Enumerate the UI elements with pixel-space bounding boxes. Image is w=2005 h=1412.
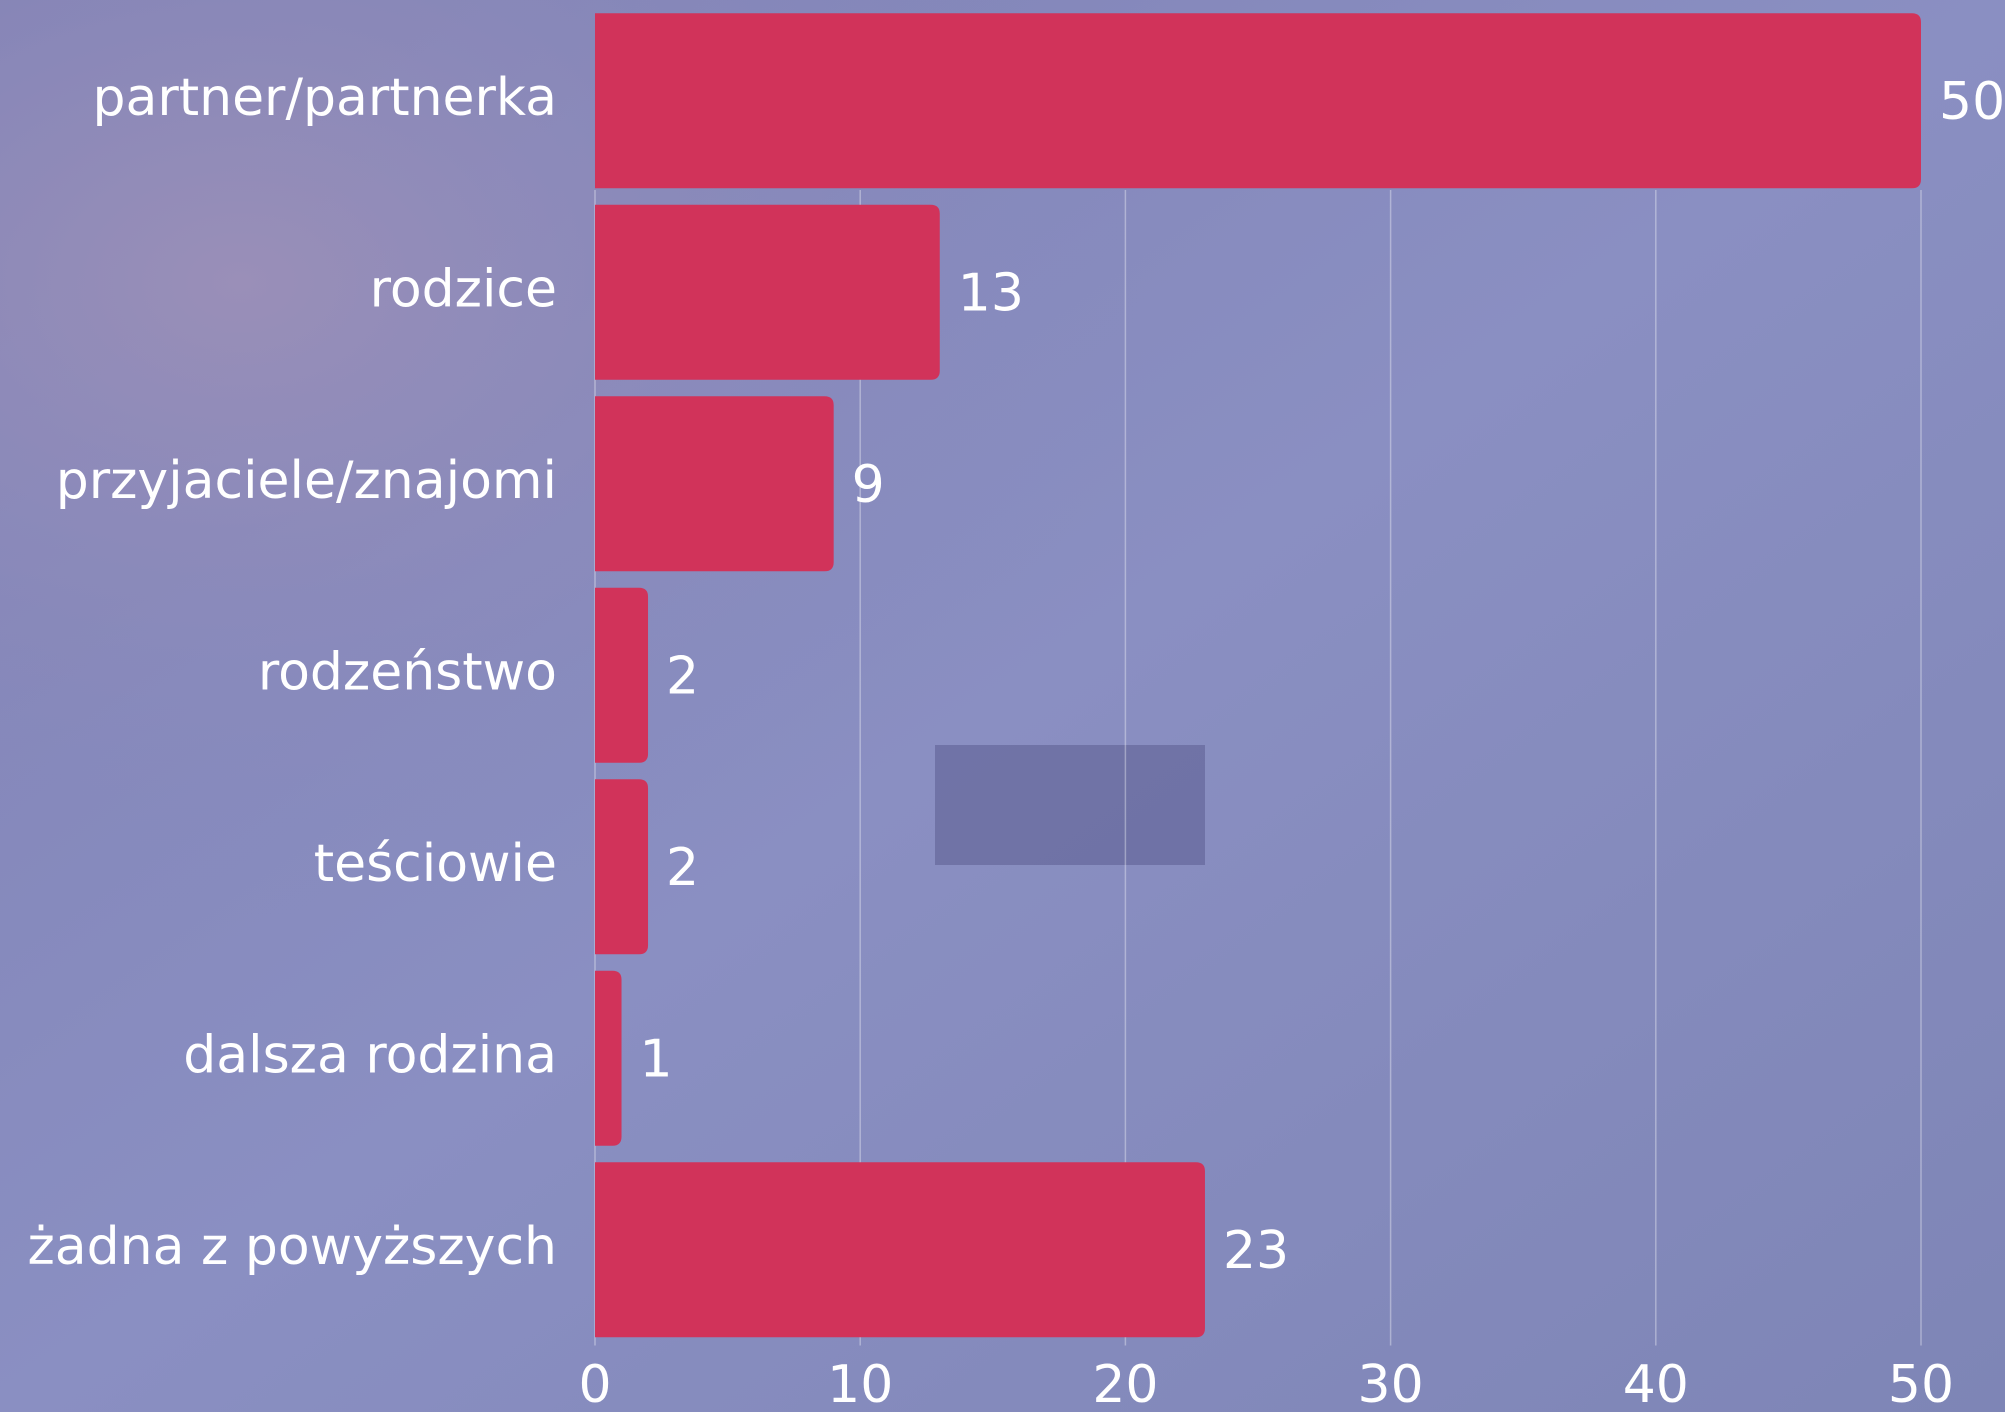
bar xyxy=(595,1162,1205,1337)
x-tick-label: 30 xyxy=(1358,1355,1424,1412)
chart: 0 10 20 30 40 50 partner/partnerka 50 rodzice 13 p… xyxy=(0,0,2005,1412)
y-tick-label: partner/partnerka xyxy=(92,68,557,128)
y-tick-label: dalsza rodzina xyxy=(183,1025,557,1085)
value-label: 2 xyxy=(666,838,699,898)
y-tick-label: teściowie xyxy=(314,834,557,894)
value-label: 1 xyxy=(640,1029,673,1089)
y-tick-label: rodzeństwo xyxy=(258,642,557,702)
bar xyxy=(595,971,622,1146)
value-label: 23 xyxy=(1223,1221,1289,1281)
bar xyxy=(595,13,1921,188)
x-tick-label: 40 xyxy=(1623,1355,1689,1412)
x-tick-label: 50 xyxy=(1888,1355,1954,1412)
value-label: 13 xyxy=(958,263,1024,323)
y-tick-label: przyjaciele/znajomi xyxy=(56,451,557,511)
bar xyxy=(595,396,834,571)
bar xyxy=(595,779,648,954)
y-tick-label: żadna z powyższych xyxy=(28,1217,557,1277)
bar xyxy=(595,588,648,763)
bar xyxy=(595,205,940,380)
y-tick-label: rodzice xyxy=(370,259,557,319)
background-detail xyxy=(935,745,1205,865)
value-label: 50 xyxy=(1939,72,2005,132)
value-label: 9 xyxy=(852,455,885,515)
x-tick-label: 20 xyxy=(1092,1355,1158,1412)
value-label: 2 xyxy=(666,646,699,706)
x-tick-label: 0 xyxy=(578,1355,611,1412)
x-tick-label: 10 xyxy=(827,1355,893,1412)
page: 0 10 20 30 40 50 partner/partnerka 50 rodzice 13 p… xyxy=(0,0,2005,1412)
